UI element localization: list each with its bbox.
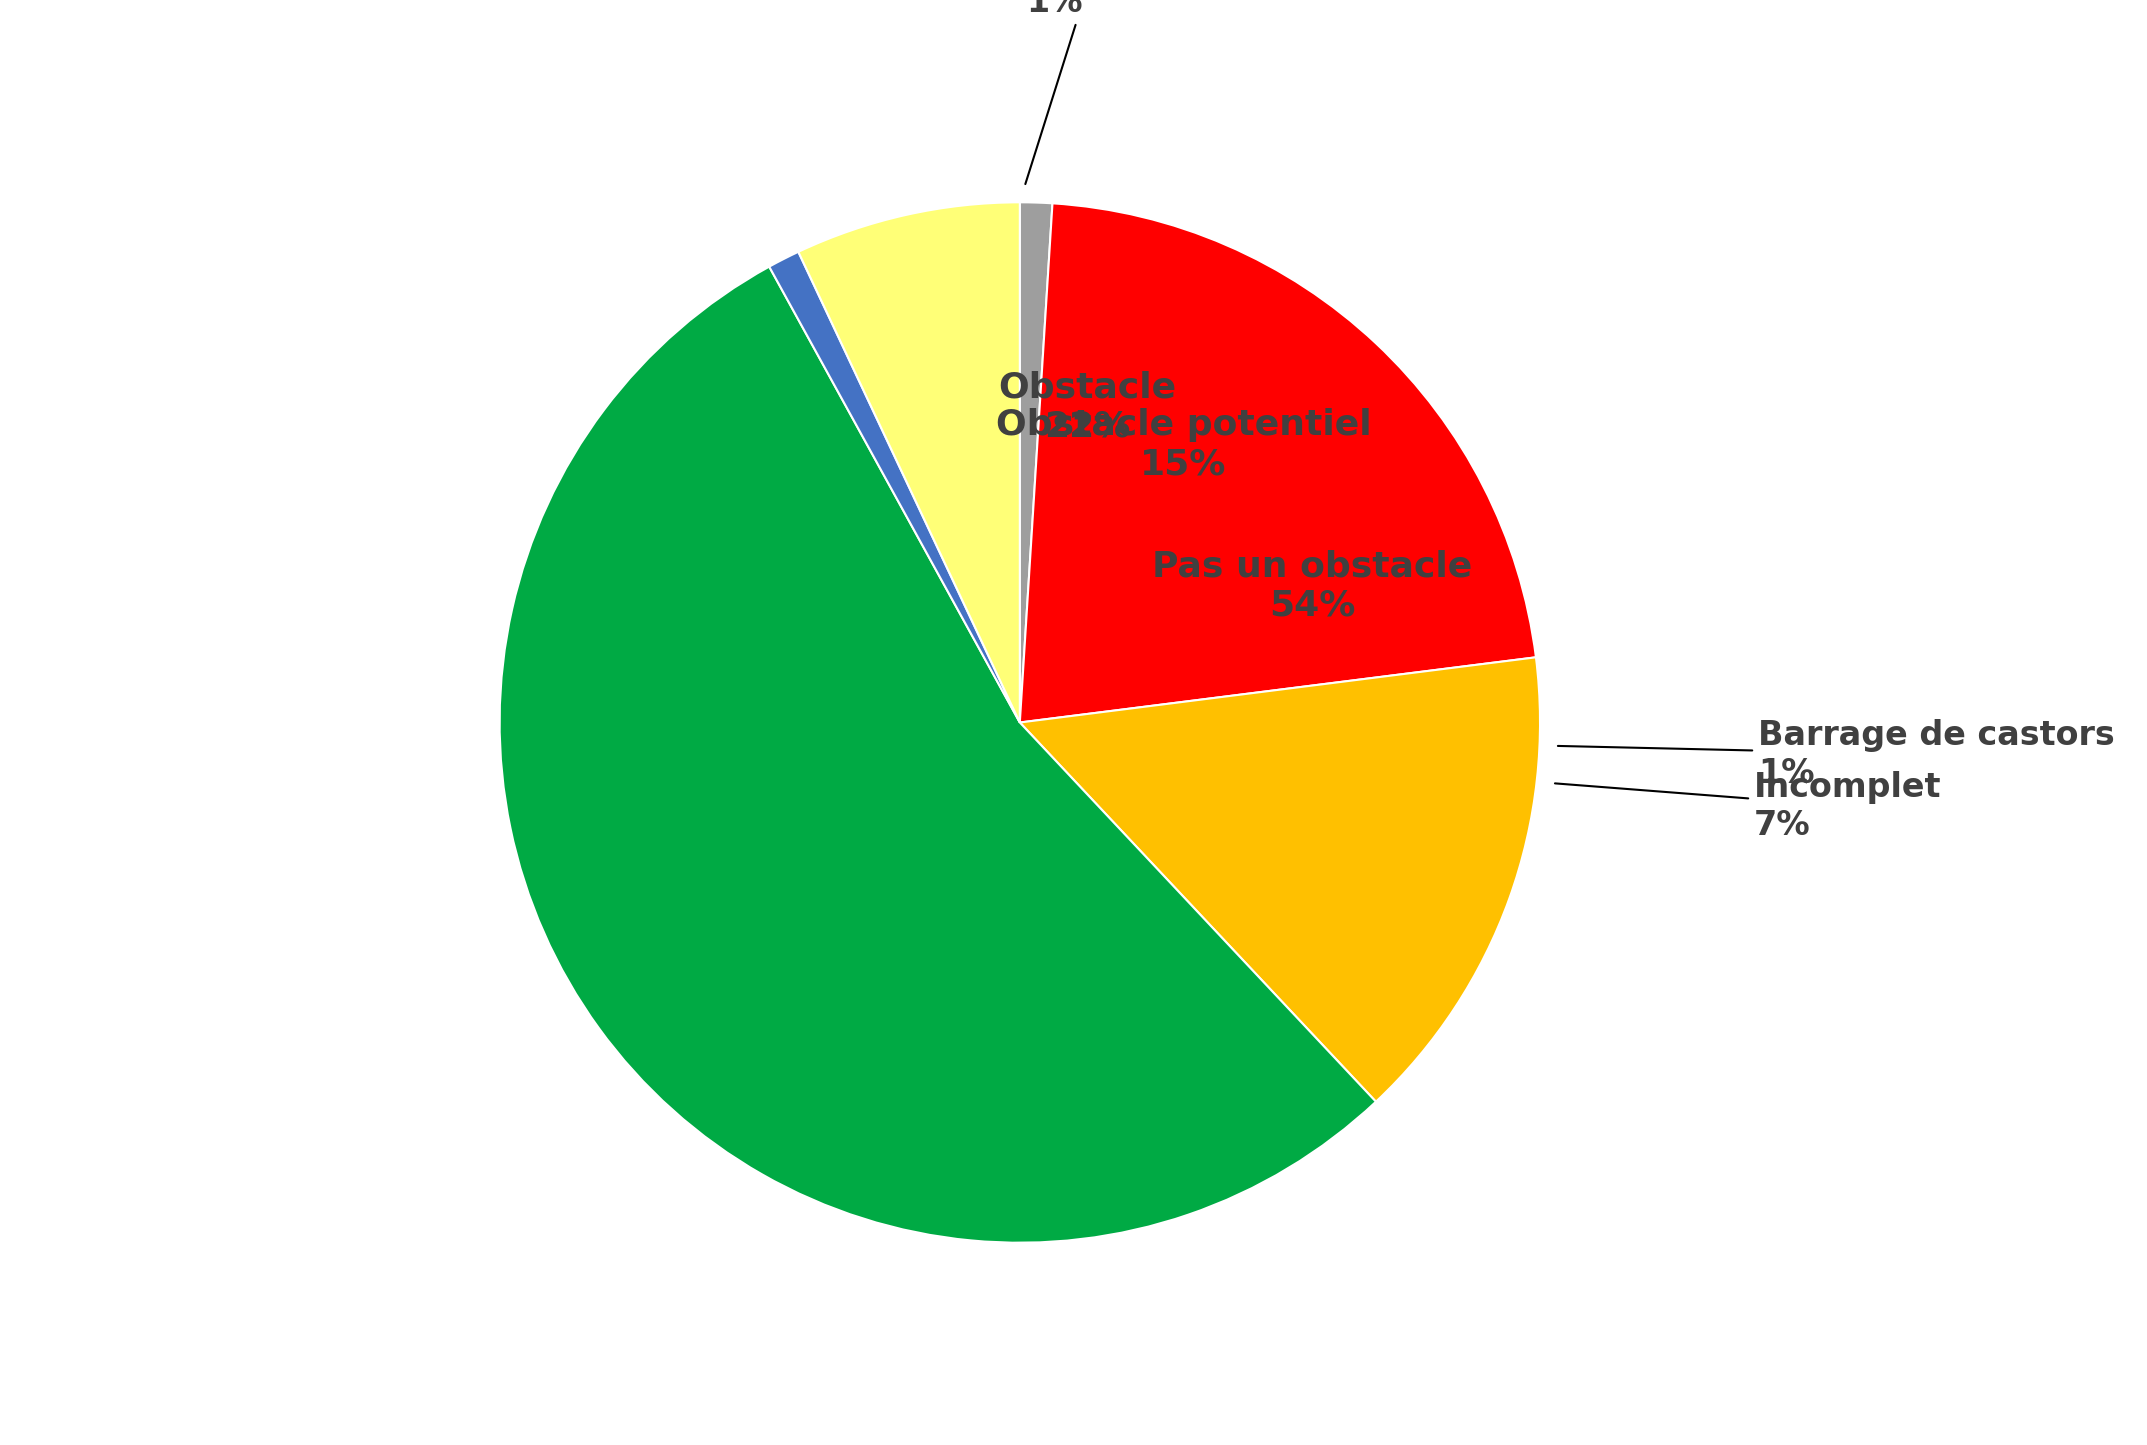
- Wedge shape: [799, 202, 1020, 722]
- Wedge shape: [1020, 657, 1539, 1101]
- Wedge shape: [500, 267, 1376, 1243]
- Wedge shape: [1020, 202, 1052, 722]
- Text: Obstacle potentiel
15%: Obstacle potentiel 15%: [996, 407, 1372, 481]
- Text: Obstacle
22%: Obstacle 22%: [998, 370, 1177, 444]
- Text: Autres
1%: Autres 1%: [1026, 0, 1151, 184]
- Wedge shape: [1020, 204, 1535, 722]
- Text: Pas un obstacle
54%: Pas un obstacle 54%: [1153, 549, 1473, 623]
- Text: Barrage de castors
1%: Barrage de castors 1%: [1559, 720, 2115, 790]
- Text: Incomplet
7%: Incomplet 7%: [1554, 770, 1941, 842]
- Wedge shape: [769, 251, 1020, 722]
